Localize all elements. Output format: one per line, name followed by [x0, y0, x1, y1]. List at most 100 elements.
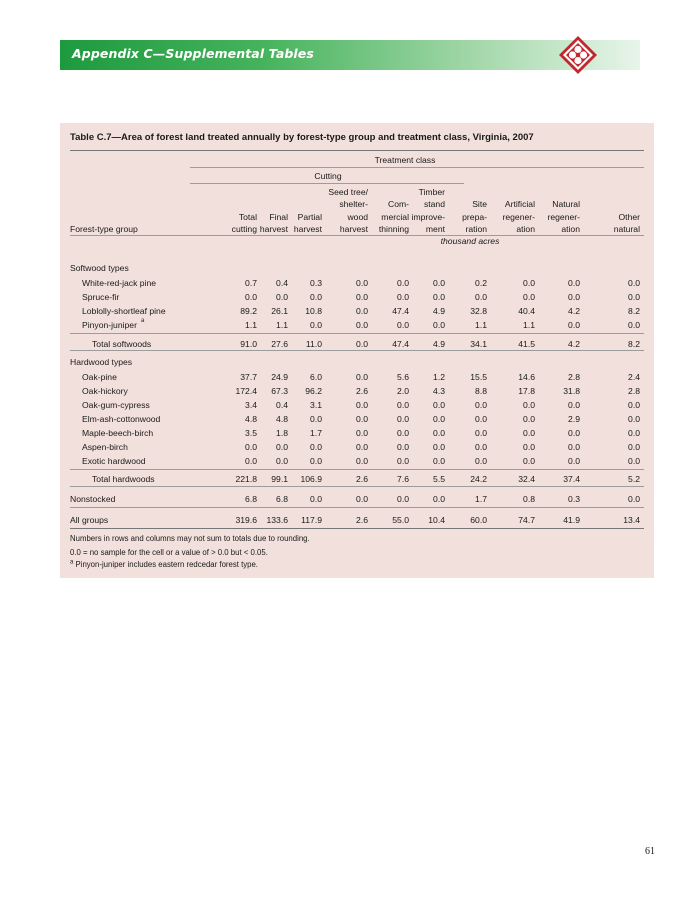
table-row-cell: 0.0 — [356, 414, 368, 424]
all-groups-row-cell: 2.6 — [356, 515, 368, 525]
table-row-label: Spruce-fir — [82, 292, 120, 302]
nonstocked-row-cell: 0.3 — [568, 494, 580, 504]
table-row-cell: 1.1 — [523, 320, 535, 330]
table-title: Table C.7—Area of forest land treated an… — [70, 132, 534, 143]
column-header: Timber — [418, 186, 445, 197]
table-row-cell: 37.7 — [240, 372, 257, 382]
hardwood-total-row-cell: 2.6 — [356, 474, 368, 484]
cutting-rule — [190, 183, 464, 184]
column-header: Natural — [552, 199, 580, 209]
table-bottom-rule — [70, 528, 644, 529]
table-row-cell: 0.0 — [397, 400, 409, 410]
treatment-class-rule — [190, 167, 644, 168]
table-row-cell: 0.0 — [475, 400, 487, 410]
table-row-cell: 0.0 — [356, 372, 368, 382]
cutting-heading: Cutting — [314, 171, 342, 181]
table-row-cell: 0.0 — [397, 428, 409, 438]
table-row-cell: 1.1 — [475, 320, 487, 330]
table-row-cell: 0.0 — [310, 320, 322, 330]
table-row-cell: 0.4 — [276, 400, 288, 410]
table-row-cell: 1.8 — [276, 428, 288, 438]
hardwood-total-row-cell: 37.4 — [563, 474, 580, 484]
table-row-cell: 0.0 — [310, 456, 322, 466]
table-row-cell: 17.8 — [518, 386, 535, 396]
column-header: harvest — [339, 224, 368, 234]
table-row-cell: 0.0 — [523, 278, 535, 288]
table-row-cell: 0.0 — [475, 414, 487, 424]
softwood-total-row-cell: 11.0 — [305, 339, 322, 349]
softwood-total-row-cell: 34.1 — [470, 339, 487, 349]
softwood-total-row-label: Total softwoods — [92, 339, 152, 349]
all-groups-row-cell: 319.6 — [235, 515, 257, 525]
table-row-cell: 4.8 — [276, 414, 288, 424]
page-number: 61 — [645, 846, 655, 857]
table-row-cell: 0.0 — [397, 414, 409, 424]
table-row-label: Maple-beech-birch — [82, 428, 154, 438]
table-row-label: Loblolly-shortleaf pine — [82, 306, 166, 316]
table-row-cell: 2.6 — [356, 386, 368, 396]
softwood-total-row-cell: 8.2 — [628, 339, 640, 349]
column-header: regener- — [547, 211, 580, 222]
table-row-cell: 0.0 — [356, 400, 368, 410]
table-row-label: Oak-hickory — [82, 386, 128, 396]
softwood-total-row-cell: 47.4 — [392, 339, 409, 349]
table-row-cell: 0.0 — [310, 414, 322, 424]
table-row-cell: 0.0 — [568, 400, 580, 410]
table-row-cell: 67.3 — [271, 386, 288, 396]
table-row-cell: 0.0 — [523, 400, 535, 410]
nonstocked-row-cell: 0.0 — [397, 494, 409, 504]
table-row-cell: 0.0 — [397, 456, 409, 466]
table-row-cell: 2.8 — [568, 372, 580, 382]
all-groups-row-cell: 60.0 — [470, 515, 487, 525]
table-row-cell: 0.0 — [356, 320, 368, 330]
footnote: a Pinyon-juniper includes eastern redced… — [70, 559, 258, 569]
nonstocked-row-cell: 0.0 — [628, 494, 640, 504]
table-row-cell: 0.0 — [523, 428, 535, 438]
softwood-total-row-cell: 0.0 — [356, 339, 368, 349]
table-row-cell: 40.4 — [518, 306, 535, 316]
hardwood-total-row-cell: 7.6 — [397, 474, 409, 484]
softwood-rule — [70, 333, 644, 334]
column-header: improve- — [411, 211, 445, 222]
table-row-cell: 0.4 — [276, 278, 288, 288]
table-row-cell: 0.0 — [356, 442, 368, 452]
column-header: cutting — [231, 224, 257, 234]
hardwood-total-rule — [70, 486, 644, 487]
zero-note: 0.0 = no sample for the cell or a value … — [70, 548, 268, 557]
hardwood-total-row-cell: 99.1 — [271, 474, 288, 484]
table-row-cell: 26.1 — [271, 306, 288, 316]
hardwood-total-row-cell: 32.4 — [518, 474, 535, 484]
nonstocked-row-cell: 6.8 — [245, 494, 257, 504]
table-row-label: Elm-ash-cottonwood — [82, 414, 161, 424]
softwood-total-rule — [70, 350, 644, 351]
column-header: mercial — [381, 211, 409, 222]
column-header: ration — [465, 224, 488, 234]
table-row-label: Oak-pine — [82, 372, 117, 382]
table-row-label: Oak-gum-cypress — [82, 400, 150, 410]
table-row-cell: 0.0 — [397, 292, 409, 302]
table-row-cell: 0.7 — [245, 278, 257, 288]
all-groups-row-cell: 55.0 — [392, 515, 409, 525]
table-row-label: Exotic hardwood — [82, 456, 146, 466]
table-row-cell: 0.0 — [628, 320, 640, 330]
all-groups-row-cell: 117.9 — [301, 515, 322, 525]
all-groups-row-cell: 10.4 — [428, 515, 445, 525]
table-row-cell: 0.0 — [276, 456, 288, 466]
table-row-cell: 0.0 — [568, 442, 580, 452]
table-row-label: Aspen-birch — [82, 442, 128, 452]
header-rule — [70, 235, 644, 236]
table-row-cell: 1.1 — [245, 320, 257, 330]
row-header: Forest-type group — [70, 224, 138, 234]
table-row-cell: 0.0 — [475, 442, 487, 452]
table-row-cell: 0.0 — [356, 456, 368, 466]
nonstocked-row-cell: 1.7 — [475, 494, 487, 504]
softwood-total-row-cell: 4.9 — [433, 339, 445, 349]
rounding-note: Numbers in rows and columns may not sum … — [70, 534, 310, 543]
table-row-cell: 4.2 — [568, 306, 580, 316]
table-row-cell: 5.6 — [397, 372, 409, 382]
all-groups-row-label: All groups — [70, 515, 109, 525]
table-row-cell: 0.0 — [568, 278, 580, 288]
column-header: Final — [269, 211, 288, 222]
table-row-cell: 0.0 — [245, 292, 257, 302]
table-row-cell: 0.0 — [568, 456, 580, 466]
